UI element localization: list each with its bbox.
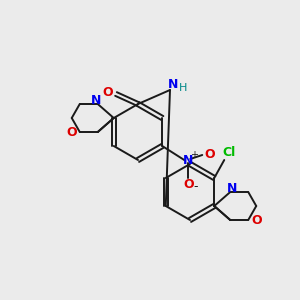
Text: O: O xyxy=(103,86,113,100)
Text: N: N xyxy=(227,182,237,194)
Text: H: H xyxy=(179,83,187,93)
Text: -: - xyxy=(193,181,197,194)
Text: N: N xyxy=(91,94,101,106)
Text: N: N xyxy=(168,79,178,92)
Text: O: O xyxy=(204,148,214,160)
Text: O: O xyxy=(183,178,194,191)
Text: O: O xyxy=(251,214,262,227)
Text: N: N xyxy=(183,154,194,167)
Text: O: O xyxy=(66,127,77,140)
Text: +: + xyxy=(190,150,198,160)
Text: Cl: Cl xyxy=(223,146,236,158)
